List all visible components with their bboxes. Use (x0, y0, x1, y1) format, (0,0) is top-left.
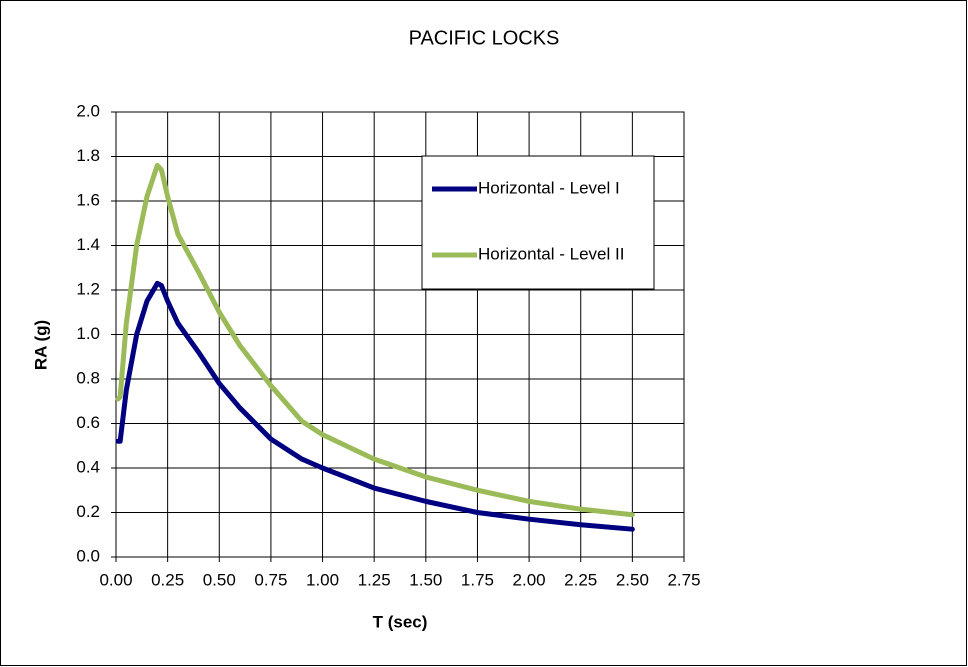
legend: Horizontal - Level I Horizontal - Level I… (421, 155, 655, 290)
x-tick-label: 2.00 (513, 570, 546, 589)
y-tick-label: 1.4 (76, 235, 100, 254)
y-tick-label: 1.6 (76, 190, 100, 209)
x-tick-label: 2.50 (616, 570, 649, 589)
legend-label: Horizontal - Level II (478, 244, 624, 263)
y-tick-label: 0.2 (76, 502, 100, 521)
series-line (115, 162, 635, 518)
y-tick-label: 1.8 (76, 146, 100, 165)
legend-box (421, 155, 655, 290)
x-tick-label: 1.50 (409, 570, 442, 589)
y-tick-label: 1.2 (76, 279, 100, 298)
x-tick-label: 0.25 (151, 570, 184, 589)
y-tick-label: 2.0 (76, 101, 100, 120)
y-axis-label: RA (g) (31, 320, 50, 370)
x-tick-label: 1.00 (306, 570, 339, 589)
series-line (115, 280, 635, 532)
y-tick-label: 0.8 (76, 368, 100, 387)
x-tick-label: 0.75 (254, 570, 287, 589)
x-tick-label: 2.25 (564, 570, 597, 589)
x-tick-label: 2.75 (667, 570, 700, 589)
y-tick-label: 0.6 (76, 413, 100, 432)
y-tick-label: 1.0 (76, 324, 100, 343)
x-tick-label: 0.00 (99, 570, 132, 589)
x-tick-label: 1.75 (461, 570, 494, 589)
chart-title: PACIFIC LOCKS (409, 27, 560, 49)
x-axis-label: T (sec) (373, 612, 428, 631)
x-tick-label: 0.50 (203, 570, 236, 589)
legend-label: Horizontal - Level I (478, 178, 620, 197)
x-tick-label: 1.25 (358, 570, 391, 589)
y-tick-label: 0.4 (76, 457, 100, 476)
y-tick-label: 0.0 (76, 546, 100, 565)
